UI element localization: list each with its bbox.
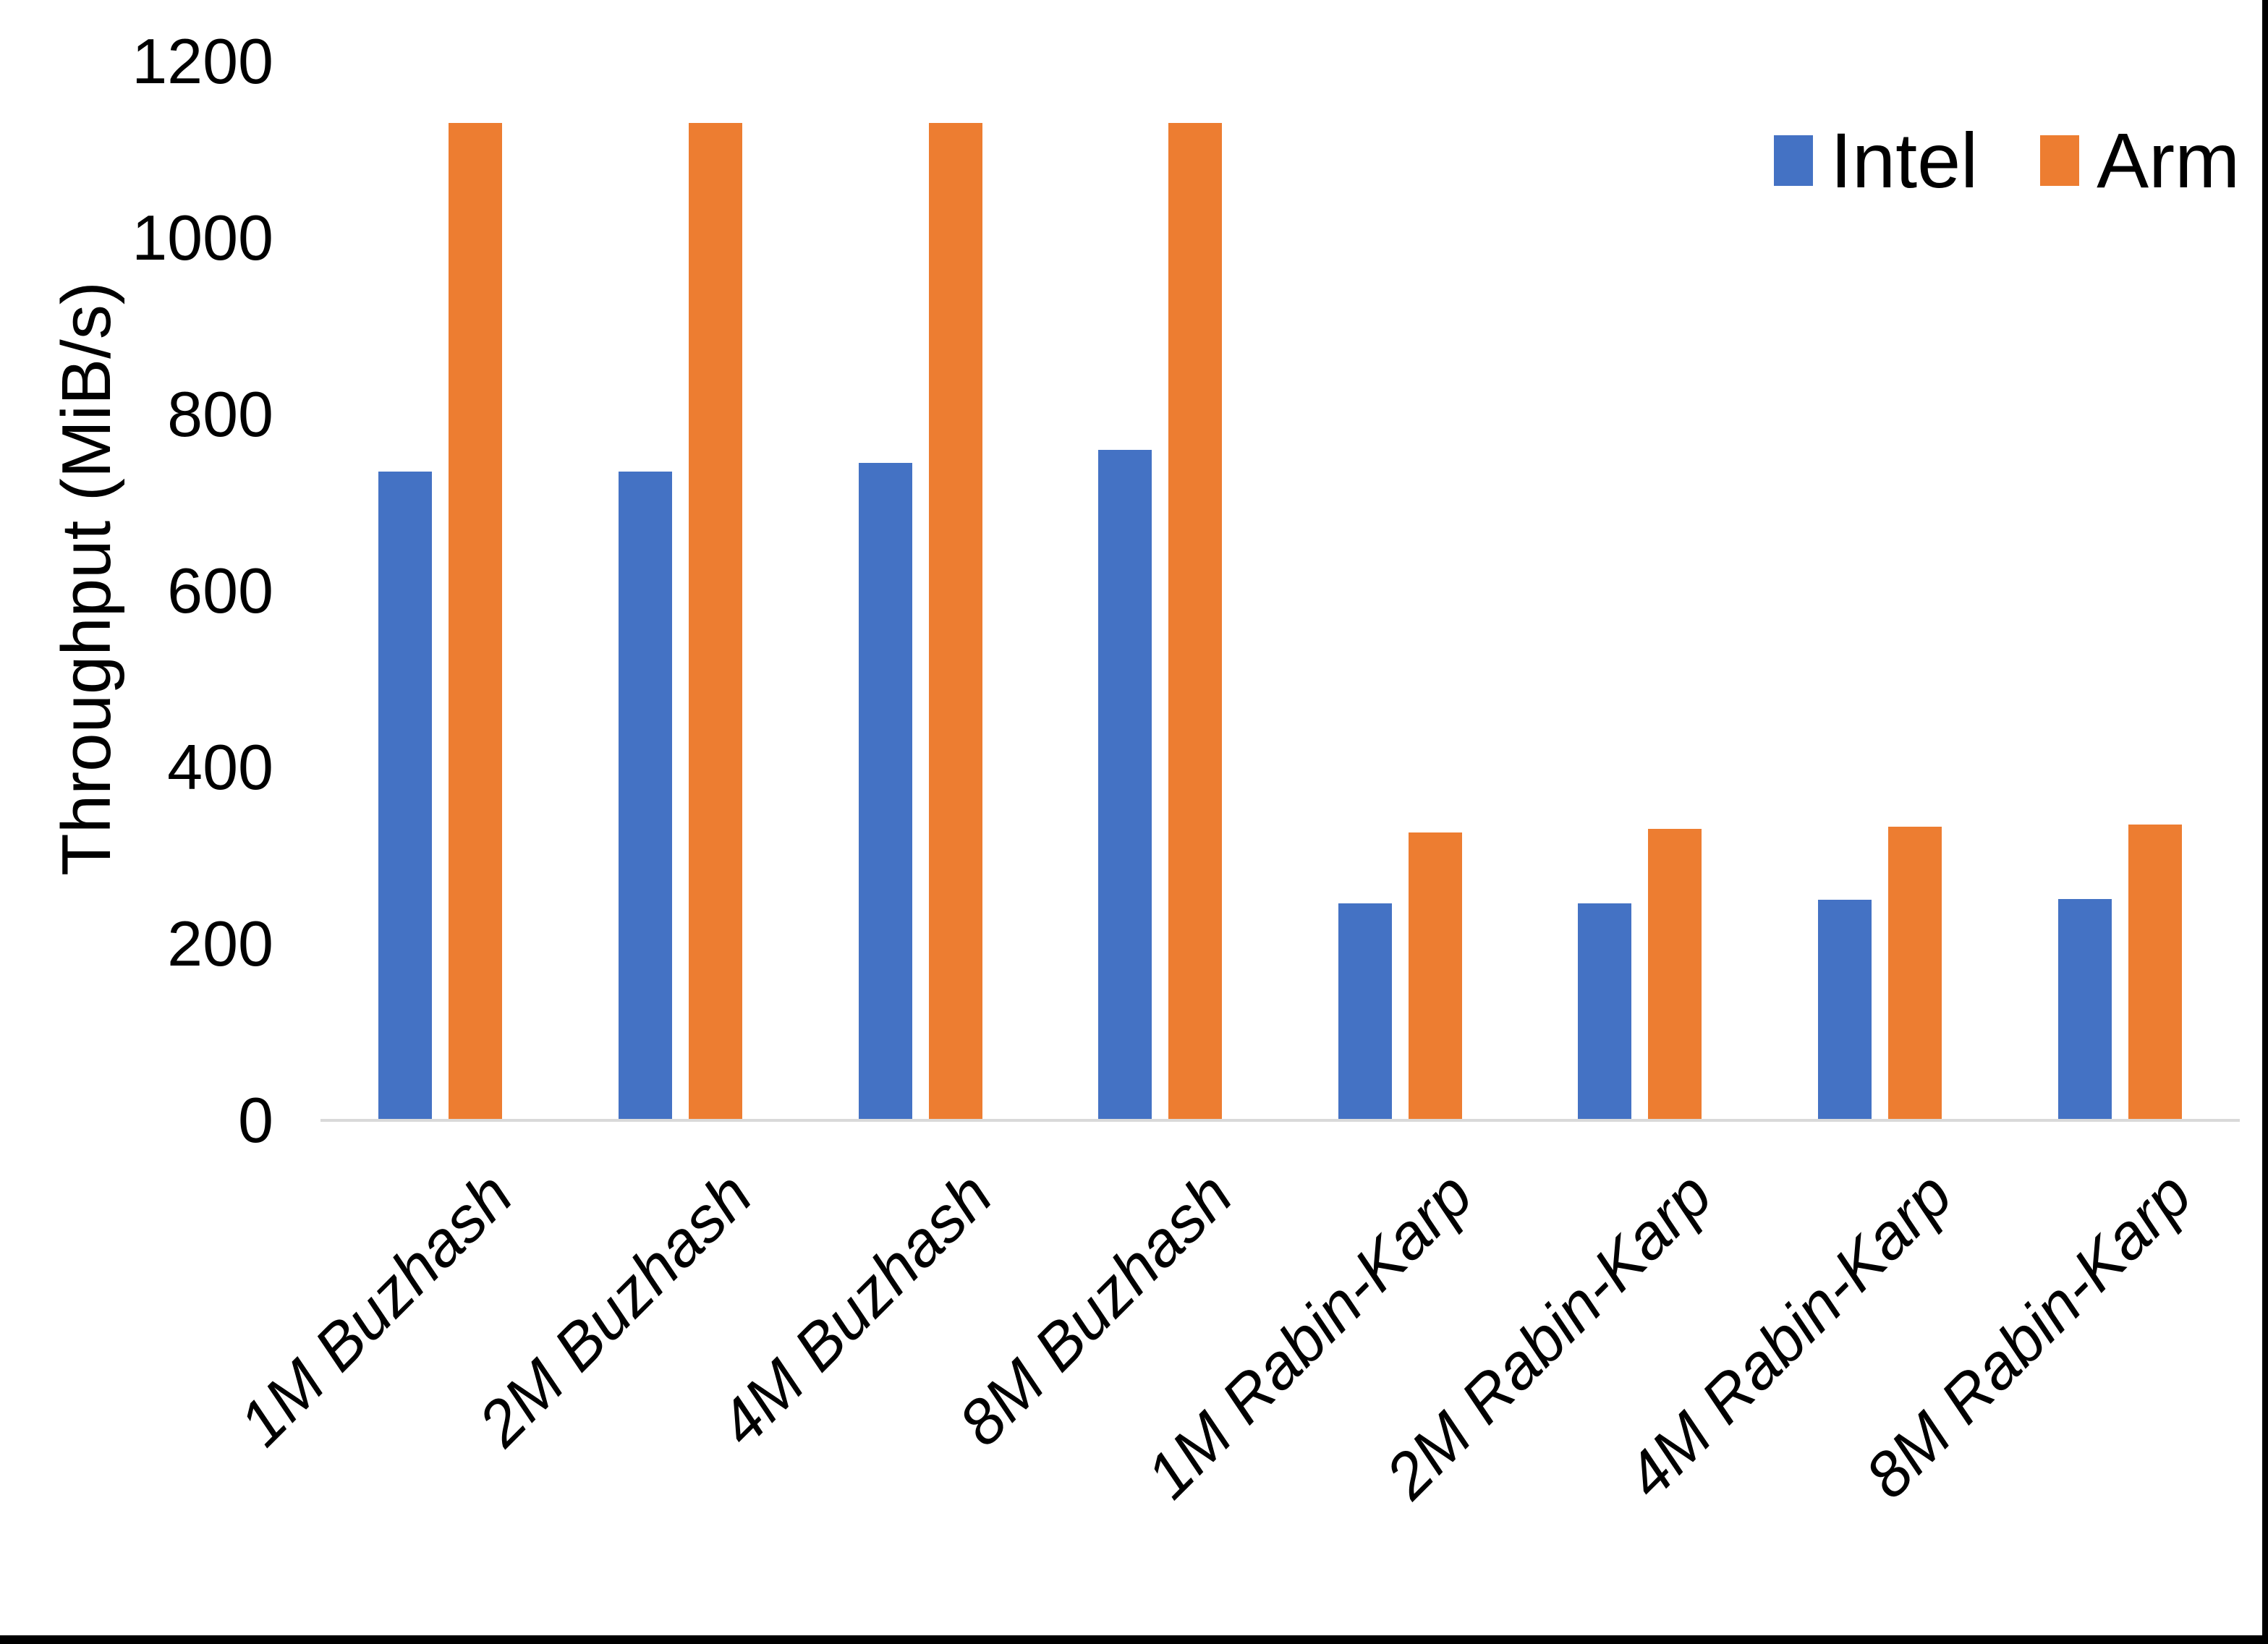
bar-intel-1m-buzhash bbox=[378, 472, 433, 1120]
y-tick-label-800: 800 bbox=[167, 378, 273, 450]
bar-intel-2m-rabin-karp bbox=[1578, 903, 1632, 1120]
bar-intel-4m-rabin-karp bbox=[1818, 900, 1872, 1120]
bar-arm-4m-rabin-karp bbox=[1888, 826, 1942, 1120]
plot-area bbox=[320, 61, 2240, 1122]
category-slot-2m-rabin-karp bbox=[1520, 61, 1760, 1120]
x-axis-labels: 1M Buzhash 2M Buzhash 4M Buzhash 8M Buzhash… bbox=[225, 1120, 2240, 1627]
y-tick-label-1000: 1000 bbox=[132, 202, 273, 273]
y-axis-tick-labels: 0 200 400 600 800 1000 1200 bbox=[0, 30, 273, 1152]
bar-arm-4m-buzhash bbox=[928, 123, 982, 1120]
border-right bbox=[2262, 0, 2268, 1644]
bar-intel-4m-buzhash bbox=[858, 463, 912, 1120]
legend: Intel Arm bbox=[1774, 122, 2240, 200]
legend-item-intel: Intel bbox=[1774, 122, 1978, 200]
bar-intel-2m-buzhash bbox=[618, 472, 672, 1120]
bar-intel-8m-buzhash bbox=[1098, 449, 1152, 1120]
bar-arm-1m-rabin-karp bbox=[1408, 832, 1462, 1120]
bar-arm-2m-buzhash bbox=[688, 123, 742, 1120]
legend-label-arm: Arm bbox=[2097, 116, 2241, 204]
category-slot-4m-rabin-karp bbox=[1760, 61, 2000, 1120]
y-tick-label-400: 400 bbox=[167, 731, 273, 803]
y-tick-label-200: 200 bbox=[167, 908, 273, 979]
bar-intel-8m-rabin-karp bbox=[2057, 898, 2112, 1120]
category-slot-4m-buzhash bbox=[800, 61, 1040, 1120]
category-slot-2m-buzhash bbox=[561, 61, 801, 1120]
legend-swatch-arm bbox=[2040, 135, 2080, 186]
legend-item-arm: Arm bbox=[2040, 122, 2240, 200]
legend-label-intel: Intel bbox=[1830, 116, 1979, 204]
x-axis-line bbox=[320, 1119, 2240, 1122]
bar-arm-8m-rabin-karp bbox=[2128, 825, 2182, 1120]
border-bottom bbox=[0, 1635, 2268, 1644]
category-slot-1m-buzhash bbox=[320, 61, 561, 1120]
bar-arm-1m-buzhash bbox=[449, 123, 503, 1120]
category-slot-8m-buzhash bbox=[1040, 61, 1280, 1120]
bar-intel-1m-rabin-karp bbox=[1338, 903, 1392, 1120]
category-slot-8m-rabin-karp bbox=[2000, 61, 2240, 1120]
bar-arm-8m-buzhash bbox=[1168, 123, 1223, 1120]
y-tick-label-600: 600 bbox=[167, 555, 273, 626]
legend-swatch-intel bbox=[1774, 135, 1813, 186]
y-tick-label-1200: 1200 bbox=[132, 25, 273, 97]
category-slot-1m-rabin-karp bbox=[1280, 61, 1521, 1120]
y-tick-label-0: 0 bbox=[238, 1084, 273, 1156]
bar-arm-2m-rabin-karp bbox=[1648, 829, 1702, 1120]
